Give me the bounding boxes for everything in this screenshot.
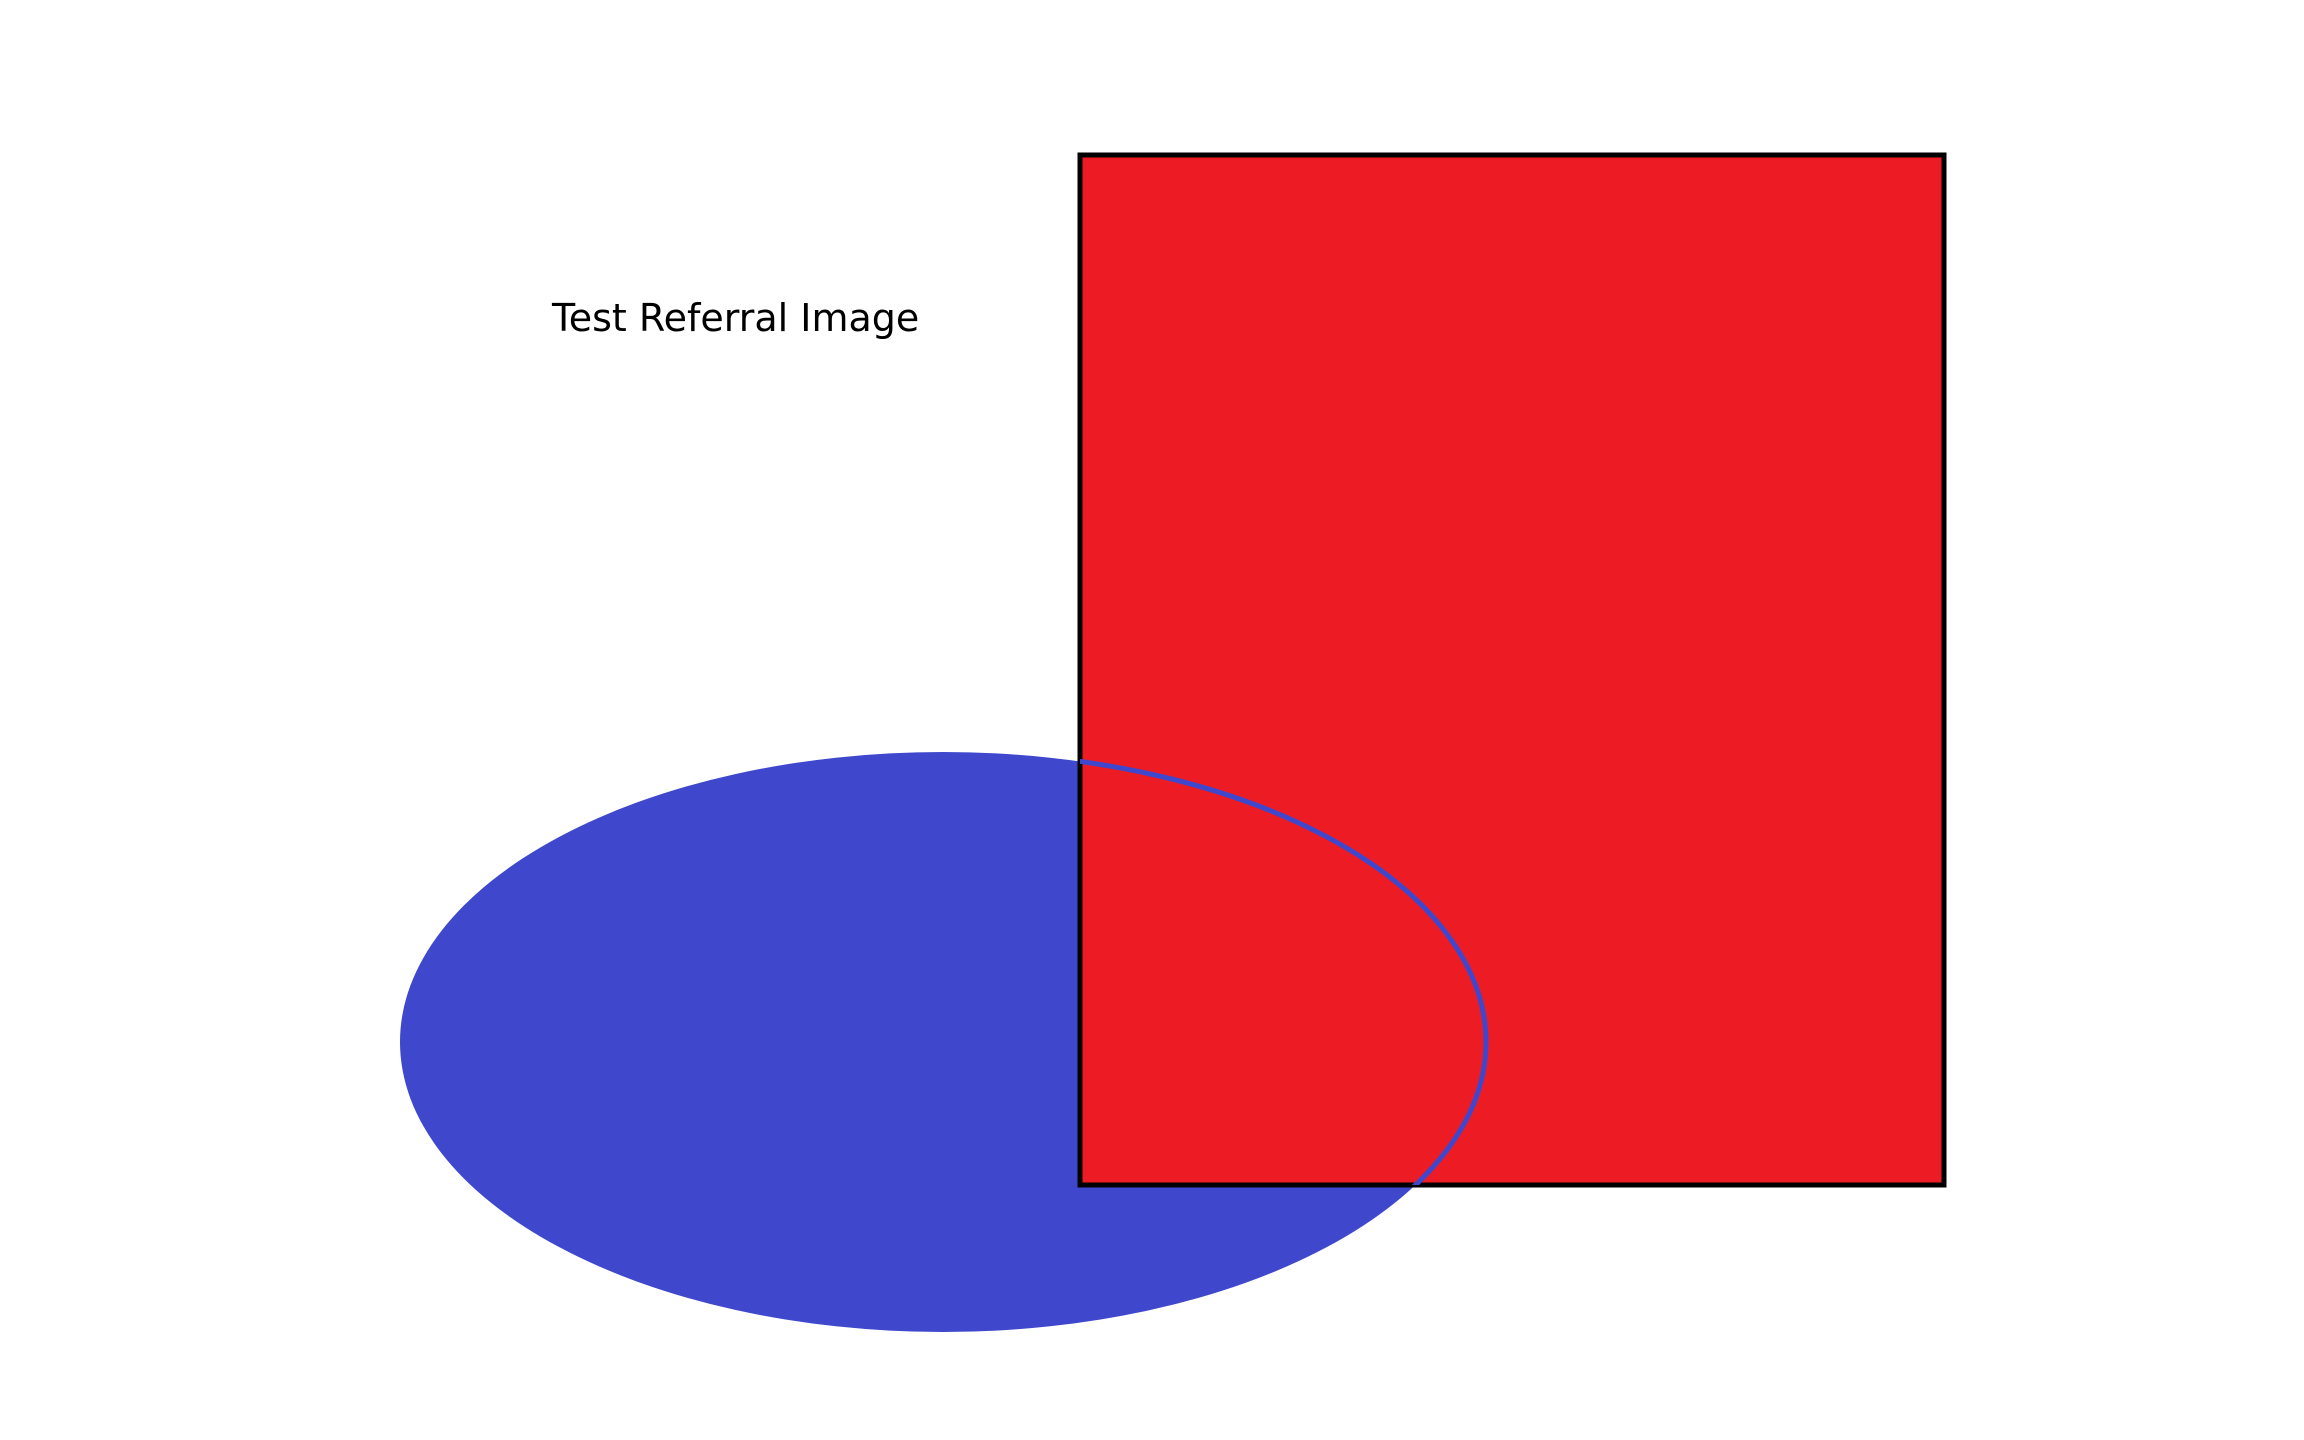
red-rectangle [1077, 152, 1947, 1188]
caption-text: Test Referral Image [552, 296, 920, 340]
ellipse-outline-over-rectangle [1080, 758, 1489, 1185]
